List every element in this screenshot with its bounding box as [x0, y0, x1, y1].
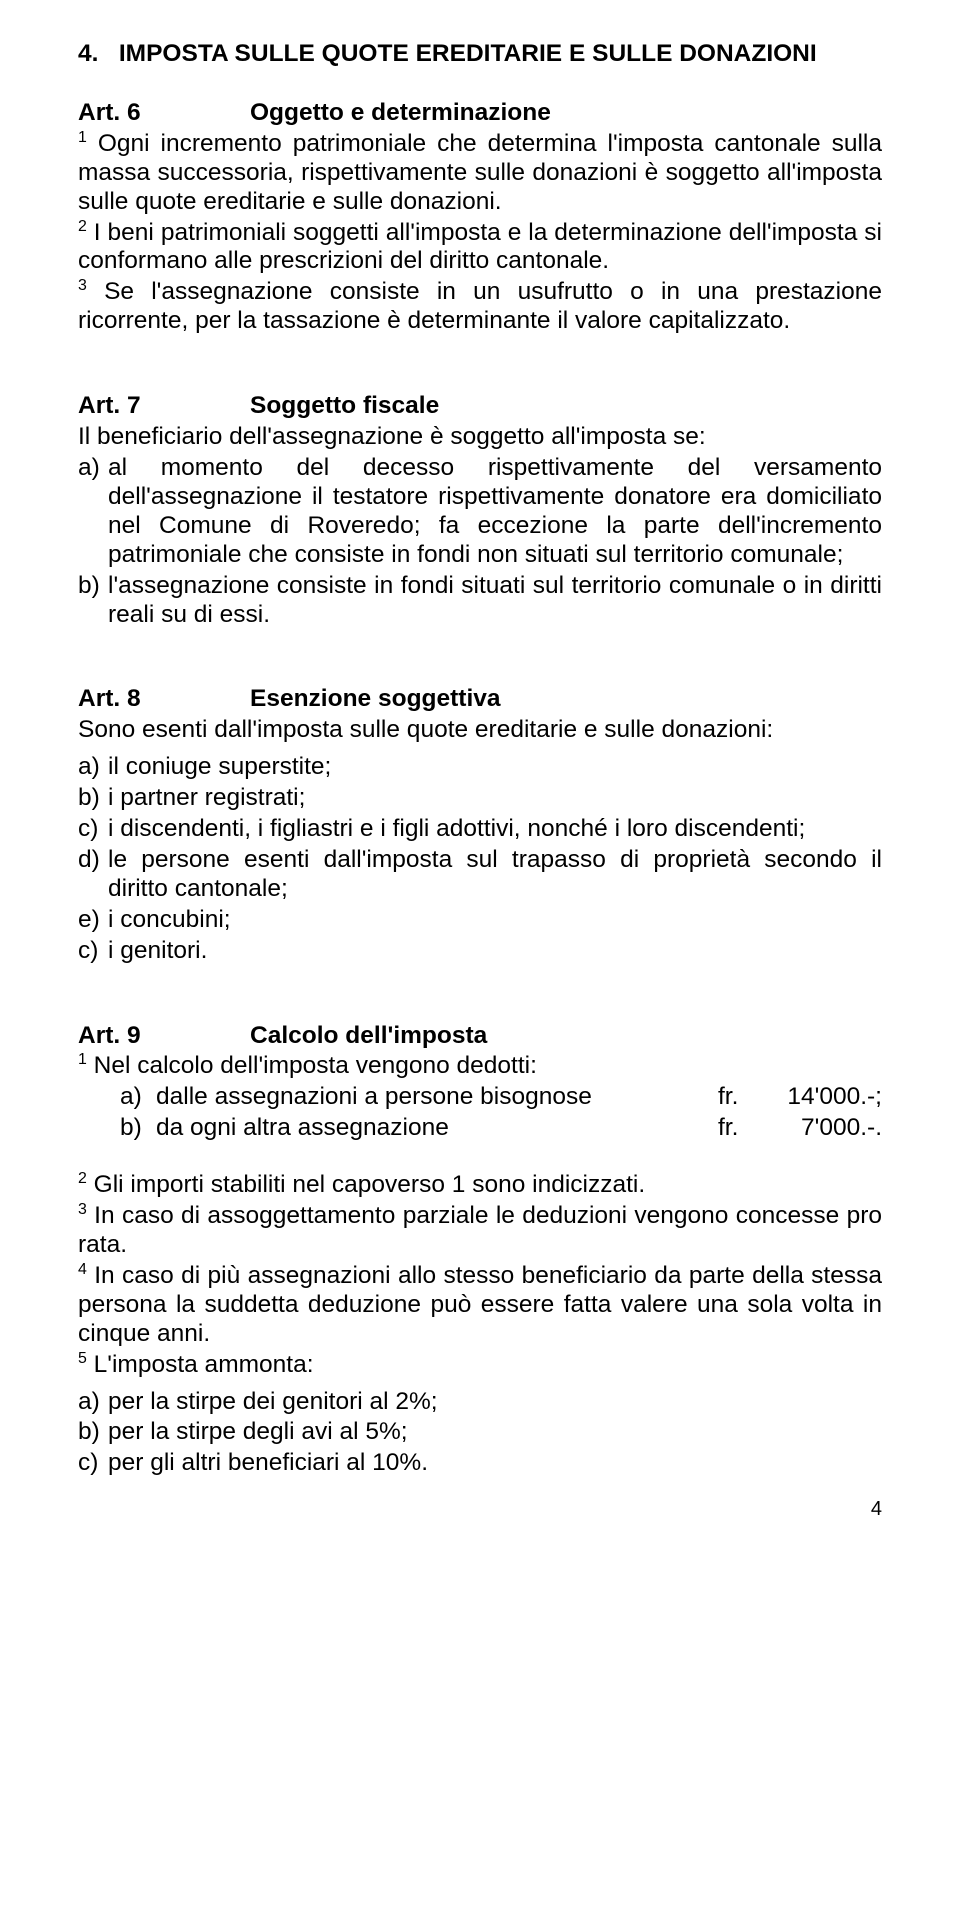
item-text: i partner registrati;	[108, 784, 882, 813]
marker: c)	[78, 937, 108, 966]
sup-1: 1	[78, 1051, 87, 1068]
rate-text: per gli altri beneficiari al 10%.	[108, 1449, 882, 1478]
marker: e)	[78, 906, 108, 935]
sup-5: 5	[78, 1349, 87, 1366]
marker: a)	[78, 753, 108, 782]
list-item: a)il coniuge superstite;	[78, 753, 882, 782]
art7-title: Soggetto fiscale	[250, 392, 439, 419]
page-number: 4	[78, 1498, 882, 1522]
section-title: 4. IMPOSTA SULLE QUOTE EREDITARIE E SULL…	[78, 40, 882, 69]
art9-p2-text: Gli importi stabiliti nel capoverso 1 so…	[87, 1171, 645, 1198]
marker-b: b)	[78, 572, 108, 630]
calc-desc: dalle assegnazioni a persone bisognose	[156, 1083, 718, 1112]
marker: a)	[120, 1083, 156, 1112]
rate-text: per la stirpe dei genitori al 2%;	[108, 1388, 882, 1417]
list-item: a)per la stirpe dei genitori al 2%;	[78, 1388, 882, 1417]
list-item: b)i partner registrati;	[78, 784, 882, 813]
art9-title: Calcolo dell'imposta	[250, 1022, 487, 1049]
list-item: b)per la stirpe degli avi al 5%;	[78, 1418, 882, 1447]
item-text: le persone esenti dall'imposta sul trapa…	[108, 846, 882, 904]
art6-p2-text: I beni patrimoniali soggetti all'imposta…	[78, 219, 882, 275]
art9-para2: 2 Gli importi stabiliti nel capoverso 1 …	[78, 1171, 882, 1200]
art9-para4: 4 In caso di più assegnazioni allo stess…	[78, 1262, 882, 1349]
calc-fr: fr.	[718, 1083, 766, 1112]
art9-para3: 3 In caso di assoggettamento parziale le…	[78, 1202, 882, 1260]
art6-title: Oggetto e determinazione	[250, 99, 551, 126]
document-page: 4. IMPOSTA SULLE QUOTE EREDITARIE E SULL…	[0, 0, 960, 1562]
art9-p5-text: L'imposta ammonta:	[87, 1351, 314, 1378]
list-item: e)i concubini;	[78, 906, 882, 935]
art9-number: Art. 9	[78, 1022, 250, 1051]
list-item: c)i discendenti, i figliastri e i figli …	[78, 815, 882, 844]
art7-list: a) al momento del decesso rispettivament…	[78, 454, 882, 629]
art6-para3: 3 Se l'assegnazione consiste in un usufr…	[78, 278, 882, 336]
item-text: i discendenti, i figliastri e i figli ad…	[108, 815, 882, 844]
item-text: i concubini;	[108, 906, 882, 935]
art9-p3-text: In caso di assoggettamento parziale le d…	[78, 1202, 882, 1258]
marker-a: a)	[78, 454, 108, 570]
art7-intro: Il beneficiario dell'assegnazione è sogg…	[78, 423, 882, 452]
calc-row: a) dalle assegnazioni a persone bisognos…	[120, 1083, 882, 1112]
art9-heading: Art. 9Calcolo dell'imposta	[78, 1022, 882, 1051]
marker: b)	[78, 1418, 108, 1447]
calc-amount: 14'000.-;	[766, 1083, 882, 1112]
sup-3: 3	[78, 277, 87, 294]
art6-p3-text: Se l'assegnazione consiste in un usufrut…	[78, 278, 882, 334]
list-item: d)le persone esenti dall'imposta sul tra…	[78, 846, 882, 904]
art7-heading: Art. 7Soggetto fiscale	[78, 392, 882, 421]
art8-intro: Sono esenti dall'imposta sulle quote ere…	[78, 716, 882, 745]
sup-1: 1	[78, 129, 87, 146]
calc-desc: da ogni altra assegnazione	[156, 1114, 718, 1143]
art9-para5: 5 L'imposta ammonta:	[78, 1351, 882, 1380]
calc-fr: fr.	[718, 1114, 766, 1143]
marker: d)	[78, 846, 108, 904]
marker: b)	[120, 1114, 156, 1143]
sup-2: 2	[78, 1170, 87, 1187]
art9-p1-text: Nel calcolo dell'imposta vengono dedotti…	[87, 1052, 537, 1079]
art7-b-text: l'assegnazione consiste in fondi situati…	[108, 572, 882, 630]
art6-number: Art. 6	[78, 99, 250, 128]
art9-para1: 1 Nel calcolo dell'imposta vengono dedot…	[78, 1052, 882, 1081]
art6-p1-text: Ogni incremento patrimoniale che determi…	[78, 130, 882, 215]
art9-calc-list: a) dalle assegnazioni a persone bisognos…	[78, 1083, 882, 1143]
rate-text: per la stirpe degli avi al 5%;	[108, 1418, 882, 1447]
item-text: il coniuge superstite;	[108, 753, 882, 782]
sup-3: 3	[78, 1201, 87, 1218]
marker: c)	[78, 815, 108, 844]
art9-p4-text: In caso di più assegnazioni allo stesso …	[78, 1262, 882, 1347]
marker: c)	[78, 1449, 108, 1478]
item-text: i genitori.	[108, 937, 882, 966]
art8-title: Esenzione soggettiva	[250, 685, 501, 712]
marker: a)	[78, 1388, 108, 1417]
art8-number: Art. 8	[78, 685, 250, 714]
list-item: c)i genitori.	[78, 937, 882, 966]
art8-heading: Art. 8Esenzione soggettiva	[78, 685, 882, 714]
art6-heading: Art. 6Oggetto e determinazione	[78, 99, 882, 128]
section-number: 4.	[78, 40, 98, 67]
calc-row: b) da ogni altra assegnazione fr. 7'000.…	[120, 1114, 882, 1143]
art7-number: Art. 7	[78, 392, 250, 421]
calc-amount: 7'000.-.	[766, 1114, 882, 1143]
list-item: c)per gli altri beneficiari al 10%.	[78, 1449, 882, 1478]
marker: b)	[78, 784, 108, 813]
art7-item-a: a) al momento del decesso rispettivament…	[78, 454, 882, 570]
art7-item-b: b) l'assegnazione consiste in fondi situ…	[78, 572, 882, 630]
art6-para1: 1 Ogni incremento patrimoniale che deter…	[78, 130, 882, 217]
sup-2: 2	[78, 217, 87, 234]
art7-a-text: al momento del decesso rispettivamente d…	[108, 454, 882, 570]
sup-4: 4	[78, 1261, 87, 1278]
art6-para2: 2 I beni patrimoniali soggetti all'impos…	[78, 219, 882, 277]
section-heading: IMPOSTA SULLE QUOTE EREDITARIE E SULLE D…	[119, 40, 817, 67]
art8-list: a)il coniuge superstite; b)i partner reg…	[78, 753, 882, 965]
art9-rates-list: a)per la stirpe dei genitori al 2%; b)pe…	[78, 1388, 882, 1479]
